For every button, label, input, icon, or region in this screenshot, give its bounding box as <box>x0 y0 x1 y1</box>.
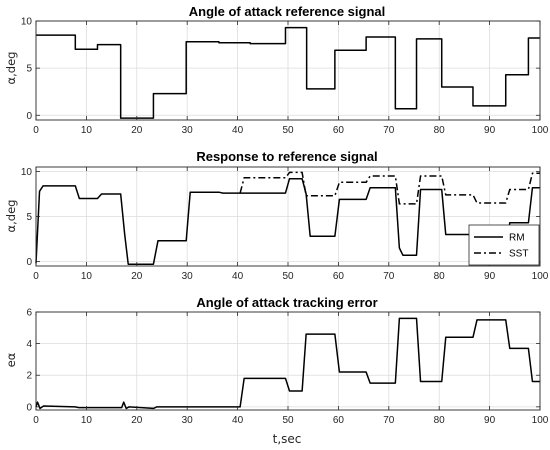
x-tick-label: 10 <box>81 415 93 426</box>
x-tick-label: 60 <box>333 125 345 136</box>
x-tick-label: 30 <box>182 125 194 136</box>
x-tick-label: 10 <box>81 125 93 136</box>
x-tick-label: 40 <box>232 271 244 282</box>
x-tick-label: 40 <box>232 125 244 136</box>
x-tick-label: 40 <box>232 415 244 426</box>
series-line-rm <box>35 177 540 265</box>
x-tick-label: 30 <box>182 271 194 282</box>
y-tick-label: 10 <box>21 167 33 178</box>
panel-reference-signal: Angle of attack reference signal α,deg 0… <box>4 4 549 136</box>
y-tick-label: 5 <box>26 64 32 75</box>
x-tick-label: 90 <box>484 415 496 426</box>
x-tick-label: 50 <box>282 271 294 282</box>
y-axis-label: α,deg <box>4 200 18 233</box>
x-tick-label: 80 <box>434 271 446 282</box>
x-tick-label: 0 <box>33 271 39 282</box>
x-tick-label: 80 <box>434 125 446 136</box>
series-line-sst <box>239 171 540 205</box>
y-tick-label: 0 <box>26 402 32 413</box>
x-tick-label: 60 <box>333 271 345 282</box>
chart-title: Angle of attack tracking error <box>196 295 377 310</box>
legend-label-rm: RM <box>509 233 525 244</box>
chart-title: Angle of attack reference signal <box>189 4 386 19</box>
y-axis-label: α,deg <box>4 52 18 85</box>
y-tick-label: 0 <box>26 111 32 122</box>
series-line-0 <box>35 317 540 410</box>
x-tick-label: 70 <box>383 415 395 426</box>
x-tick-label: 100 <box>532 415 549 426</box>
chart-title: Response to reference signal <box>196 149 377 164</box>
y-axis-label: eα <box>4 352 18 367</box>
x-tick-label: 20 <box>131 415 143 426</box>
legend-box <box>468 224 540 266</box>
x-tick-label: 10 <box>81 271 93 282</box>
legend-label-sst: SST <box>509 249 528 260</box>
x-tick-label: 60 <box>333 415 345 426</box>
x-tick-label: 0 <box>33 125 39 136</box>
x-tick-label: 90 <box>484 125 496 136</box>
x-tick-label: 50 <box>282 125 294 136</box>
x-tick-label: 100 <box>532 125 549 136</box>
y-tick-label: 5 <box>26 212 32 223</box>
x-axis-label: t,sec <box>273 432 302 446</box>
x-tick-label: 70 <box>383 125 395 136</box>
y-tick-label: 4 <box>26 339 32 350</box>
x-tick-label: 20 <box>131 271 143 282</box>
panel-response: Response to reference signal α,deg 0 10 20… <box>4 149 549 282</box>
x-tick-label: 80 <box>434 415 446 426</box>
x-tick-label: 50 <box>282 415 294 426</box>
x-tick-label: 0 <box>33 415 39 426</box>
x-tick-label: 100 <box>532 271 549 282</box>
y-tick-label: 2 <box>26 371 32 382</box>
y-tick-label: 6 <box>26 308 32 319</box>
x-tick-label: 70 <box>383 271 395 282</box>
series-line-0 <box>36 26 540 119</box>
x-tick-label: 30 <box>182 415 194 426</box>
x-tick-label: 20 <box>131 125 143 136</box>
panel-tracking-error: Angle of attack tracking error eα t,sec … <box>4 295 549 446</box>
y-tick-label: 10 <box>21 17 33 28</box>
y-tick-label: 0 <box>26 257 32 268</box>
x-tick-label: 90 <box>484 271 496 282</box>
